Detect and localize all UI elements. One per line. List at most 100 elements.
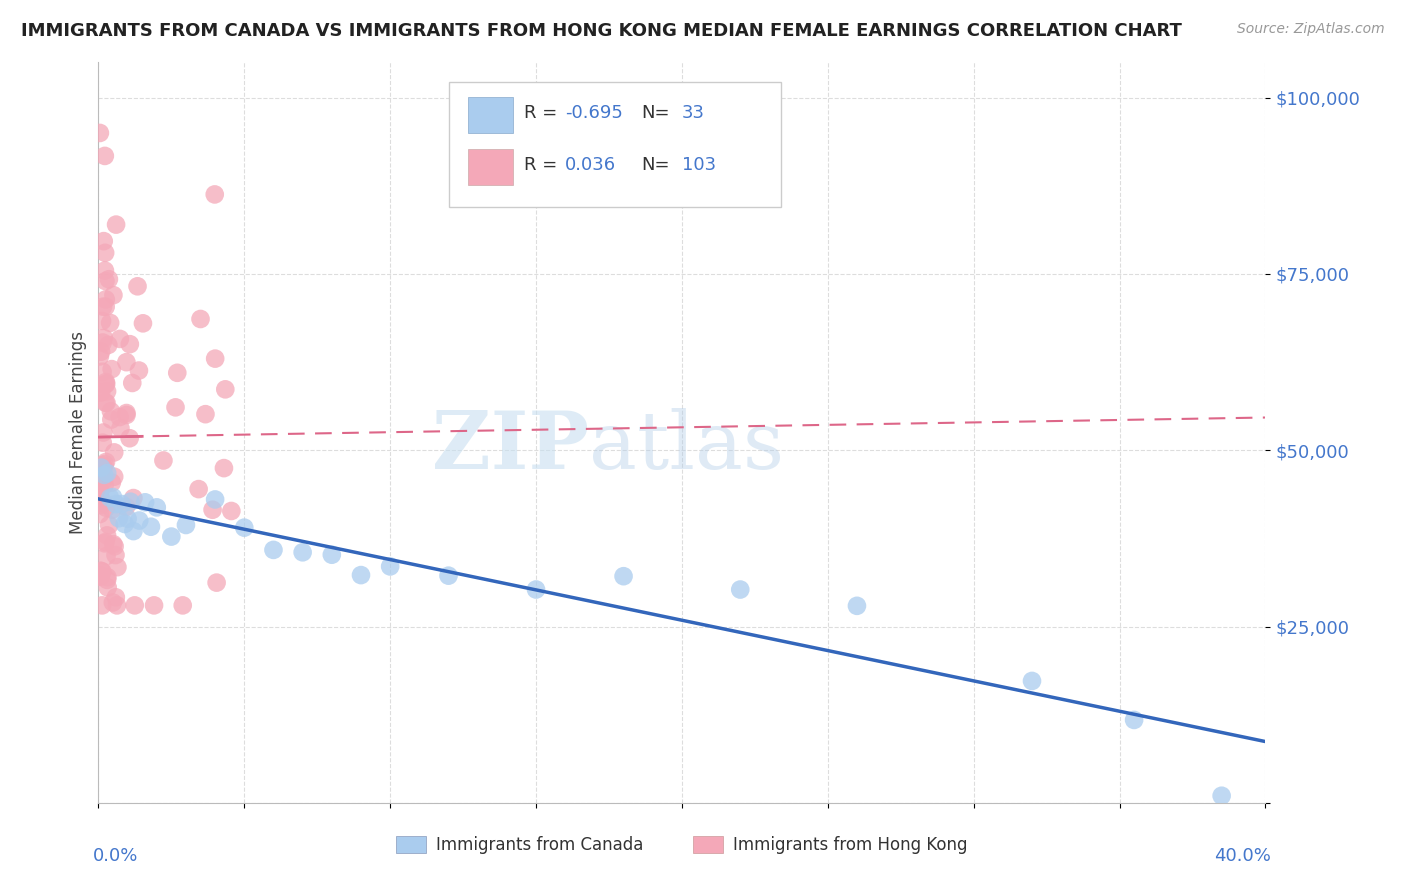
Point [111, 497, 134, 511]
Point [100, 362, 122, 376]
Text: IMMIGRANTS FROM CANADA VS IMMIGRANTS FROM HONG KONG MEDIAN FEMALE EARNINGS CORRE: IMMIGRANTS FROM CANADA VS IMMIGRANTS FRO… [21, 22, 1182, 40]
Point [90, 385, 112, 400]
Text: -0.695: -0.695 [565, 103, 623, 122]
Point [96, 570, 118, 584]
Point [96, 500, 118, 515]
Point [90, 498, 112, 512]
Point [96, 549, 118, 563]
Point [134, 495, 156, 509]
Text: 0.0%: 0.0% [93, 847, 138, 865]
Text: 103: 103 [682, 155, 716, 174]
Point [98, 518, 121, 533]
Point [91, 458, 114, 473]
Point [94, 293, 117, 307]
Point [91, 599, 114, 613]
Point [166, 366, 188, 380]
Point [124, 599, 146, 613]
Point [94, 455, 117, 469]
Text: R =: R = [524, 103, 558, 122]
Point [91, 425, 114, 440]
Point [204, 187, 226, 202]
Point [115, 408, 138, 422]
Point [172, 599, 194, 613]
Point [98, 316, 121, 330]
Point [93, 467, 115, 482]
Point [91, 565, 114, 579]
Point [93, 234, 115, 248]
Point [139, 520, 162, 534]
Point [89, 488, 111, 502]
Point [190, 312, 212, 326]
Point [89, 570, 111, 584]
Point [110, 421, 132, 435]
Point [90, 464, 112, 478]
Point [94, 149, 117, 163]
Point [730, 582, 752, 597]
Point [96, 396, 118, 410]
Point [89, 126, 111, 140]
Point [121, 376, 143, 390]
Point [94, 395, 117, 409]
Point [89, 350, 111, 364]
Point [204, 492, 226, 507]
Point [93, 536, 115, 550]
Point [204, 351, 226, 366]
Bar [468, 149, 513, 185]
Legend: Immigrants from Canada, Immigrants from Hong Kong: Immigrants from Canada, Immigrants from … [389, 830, 974, 861]
Point [93, 473, 115, 487]
Point [91, 435, 114, 450]
Point [100, 412, 122, 426]
Point [103, 537, 125, 551]
Point [437, 568, 460, 582]
Point [214, 382, 236, 396]
Point [233, 521, 256, 535]
Point [127, 279, 149, 293]
Point [160, 530, 183, 544]
Text: 0.036: 0.036 [565, 155, 616, 174]
Point [89, 385, 111, 400]
Point [1123, 713, 1146, 727]
Point [194, 407, 217, 421]
Point [93, 331, 115, 345]
Text: ZIP: ZIP [432, 409, 589, 486]
Point [105, 218, 128, 232]
Point [128, 514, 150, 528]
Point [524, 582, 547, 597]
Point [380, 559, 402, 574]
FancyBboxPatch shape [449, 82, 782, 207]
Point [201, 502, 224, 516]
Point [221, 504, 243, 518]
Point [291, 545, 314, 559]
Text: R =: R = [524, 155, 558, 174]
Point [98, 491, 121, 505]
Point [94, 535, 117, 549]
Point [101, 475, 124, 490]
Point [91, 335, 114, 350]
Point [94, 263, 117, 277]
Point [321, 548, 343, 562]
Point [205, 575, 228, 590]
Bar [468, 97, 513, 133]
Point [103, 288, 125, 302]
Point [122, 524, 145, 538]
Point [89, 485, 111, 500]
Point [118, 431, 141, 445]
Text: N=: N= [641, 103, 669, 122]
Point [103, 469, 125, 483]
Point [97, 338, 120, 352]
Text: 33: 33 [682, 103, 704, 122]
Point [89, 564, 111, 578]
Point [96, 573, 118, 587]
Point [101, 595, 124, 609]
Point [128, 363, 150, 377]
Y-axis label: Median Female Earnings: Median Female Earnings [69, 331, 87, 534]
Point [90, 460, 112, 475]
Text: N=: N= [641, 155, 669, 174]
Point [122, 491, 145, 505]
Point [89, 483, 111, 497]
Point [115, 500, 138, 514]
Point [107, 560, 129, 574]
Point [96, 466, 118, 480]
Point [93, 496, 115, 510]
Point [117, 512, 139, 526]
